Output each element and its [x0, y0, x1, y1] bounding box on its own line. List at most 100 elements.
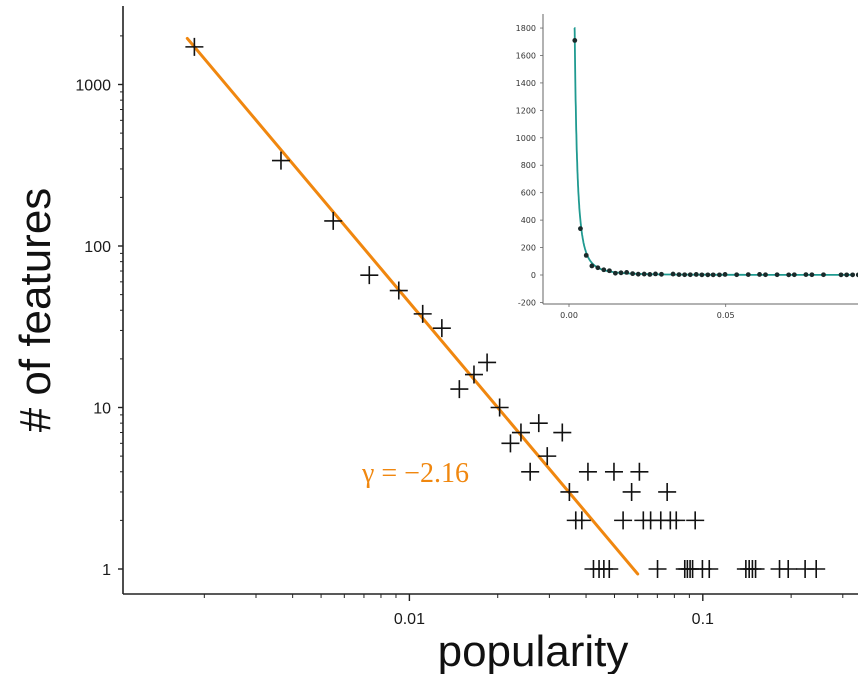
data-point: [413, 304, 432, 323]
inset-y-tick-label: 200: [521, 244, 536, 253]
data-point: [686, 511, 705, 530]
gamma-label: γ = −2.16: [361, 458, 469, 489]
main-data-points: [185, 37, 826, 578]
inset-data-point: [786, 272, 792, 278]
inset-data-point: [855, 272, 858, 278]
data-point: [501, 434, 520, 453]
inset-y-tick-label: 1000: [516, 134, 536, 143]
data-point: [700, 560, 719, 578]
inset-data-point: [583, 252, 589, 258]
data-point: [529, 414, 548, 433]
data-point: [324, 211, 343, 230]
main-fit-line: [185, 36, 640, 576]
inset-x-tick-label: 0.00: [560, 311, 578, 320]
data-point: [521, 462, 540, 481]
x-tick-label: 0.01: [394, 611, 425, 628]
inset-data-point: [838, 272, 844, 278]
inset-y-tick-label: 0: [531, 271, 536, 280]
inset-data-point: [676, 272, 682, 277]
y-tick-label: 10: [93, 401, 111, 418]
data-point: [614, 511, 633, 530]
inset-x-tick-label: 0.05: [717, 311, 735, 320]
inset-data-point: [791, 272, 797, 278]
inset-data-point: [635, 271, 641, 277]
inset-data-point: [722, 272, 728, 277]
inset-data-point: [734, 272, 740, 278]
fit-line: [185, 36, 640, 576]
inset-data-point: [618, 270, 624, 276]
data-point: [658, 482, 677, 501]
inset-y-tick-label: 1400: [516, 79, 536, 88]
inset-data-point: [589, 263, 595, 269]
y-axis-title: # of features: [11, 188, 60, 433]
y-tick-label: 1000: [75, 78, 111, 95]
data-point: [553, 423, 572, 442]
inset-data-point: [659, 271, 664, 277]
data-point: [185, 37, 204, 56]
inset-data-point: [705, 272, 711, 278]
data-point: [746, 560, 765, 578]
inset-y-tick-label: 600: [521, 189, 536, 198]
inset-data-point: [641, 271, 647, 277]
data-point: [450, 380, 469, 399]
inset-data-point: [682, 272, 688, 278]
data-point: [432, 319, 451, 338]
data-point: [648, 560, 667, 578]
data-point: [538, 447, 557, 466]
inset-y-tick-label: 1800: [516, 24, 536, 33]
inset-data-point: [774, 272, 780, 278]
data-point: [622, 482, 641, 501]
main-plot: 1 10 100 1000 0.01 0.1 γ = −2.16 popularity #…: [11, 6, 858, 674]
inset-y-tick-label: 1600: [516, 51, 536, 60]
inset-data-point: [745, 272, 751, 277]
inset-data-point: [710, 272, 716, 278]
inset-data-point: [612, 270, 618, 276]
inset-axes: [542, 14, 858, 305]
data-point: [478, 353, 497, 372]
inset-data-point: [693, 272, 699, 277]
inset-data-point: [670, 271, 676, 277]
inset-data-point: [595, 265, 601, 271]
inset-data-point: [821, 272, 826, 278]
inset-data-points: [572, 37, 858, 278]
y-tick-label: 1: [102, 562, 111, 579]
data-point: [464, 365, 483, 384]
y-tick-label: 100: [84, 239, 111, 256]
main-ticks: 1 10 100 1000 0.01 0.1: [75, 35, 844, 628]
inset-data-point: [850, 272, 856, 278]
inset-data-point: [687, 272, 693, 278]
x-tick-label: 0.1: [692, 611, 714, 628]
data-point: [360, 266, 379, 285]
inset-y-tick-label: 800: [521, 161, 536, 170]
inset-data-point: [717, 272, 722, 278]
inset-data-point: [757, 272, 762, 277]
inset-data-point: [630, 271, 636, 277]
inset-plot: -200 0 200 400 600 800 1000 1200 1400 1600 1800 0.0…: [478, 6, 858, 324]
data-point: [604, 462, 623, 481]
data-point: [271, 151, 290, 170]
inset-data-point: [578, 226, 583, 232]
data-point: [779, 560, 798, 578]
data-point: [389, 281, 408, 300]
inset-data-point: [653, 271, 658, 277]
inset-data-point: [624, 269, 630, 275]
inset-data-point: [763, 272, 768, 278]
data-point: [667, 511, 686, 530]
inset-data-point: [607, 268, 612, 274]
data-point: [630, 462, 649, 481]
inset-data-point: [572, 37, 578, 43]
inset-ticks: -200 0 200 400 600 800 1000 1200 1400 1600 1800 0.0…: [516, 24, 735, 320]
inset-y-tick-label: -200: [518, 298, 536, 307]
main-axes: [122, 6, 858, 595]
x-axis-title: popularity: [438, 627, 629, 674]
data-point: [578, 462, 597, 481]
data-point: [490, 398, 509, 417]
inset-data-point: [844, 272, 850, 278]
data-point: [511, 423, 530, 442]
data-point: [600, 560, 619, 578]
data-point: [572, 511, 591, 530]
inset-y-tick-label: 1200: [516, 106, 536, 115]
data-point: [807, 560, 826, 578]
inset-data-point: [809, 272, 815, 278]
